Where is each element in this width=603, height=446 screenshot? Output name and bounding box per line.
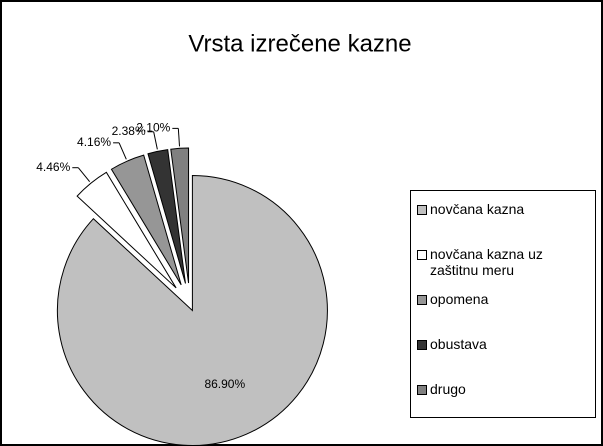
legend-swatch	[417, 340, 427, 350]
legend-item: opomena	[417, 291, 591, 336]
legend-label: obustava	[430, 336, 487, 352]
data-label: 4.16%	[77, 135, 111, 149]
chart-title: Vrsta izrečene kazne	[188, 30, 411, 57]
pie-slice	[110, 154, 182, 286]
legend-swatch	[417, 295, 427, 305]
legend-swatch	[417, 250, 427, 260]
legend-swatch	[417, 205, 427, 215]
pie-slice	[147, 149, 186, 284]
legend: novčana kazna novčana kazna uz zaštitnu m…	[410, 190, 596, 418]
legend-swatch	[417, 385, 427, 395]
legend-item: obustava	[417, 336, 591, 381]
pie-slice	[76, 171, 177, 289]
leader-line	[153, 131, 158, 150]
data-label: 86.90%	[204, 377, 245, 391]
legend-item: novčana kazna uz zaštitnu meru	[417, 246, 591, 291]
leader-line	[77, 167, 91, 182]
legend-item: novčana kazna	[417, 201, 591, 246]
data-label: 4.46%	[36, 160, 70, 174]
leader-line	[118, 142, 127, 160]
legend-item: drugo	[417, 381, 591, 426]
leader-line	[177, 128, 181, 147]
pie-slice	[56, 174, 328, 446]
legend-label: novčana kazna	[430, 201, 525, 217]
pie-slice	[170, 147, 190, 284]
legend-label: opomena	[430, 291, 489, 307]
legend-label: novčana kazna uz zaštitnu meru	[430, 246, 543, 278]
data-label: 2.38%	[112, 124, 146, 138]
legend-label: drugo	[430, 381, 466, 397]
data-label: 2.10%	[136, 121, 170, 135]
